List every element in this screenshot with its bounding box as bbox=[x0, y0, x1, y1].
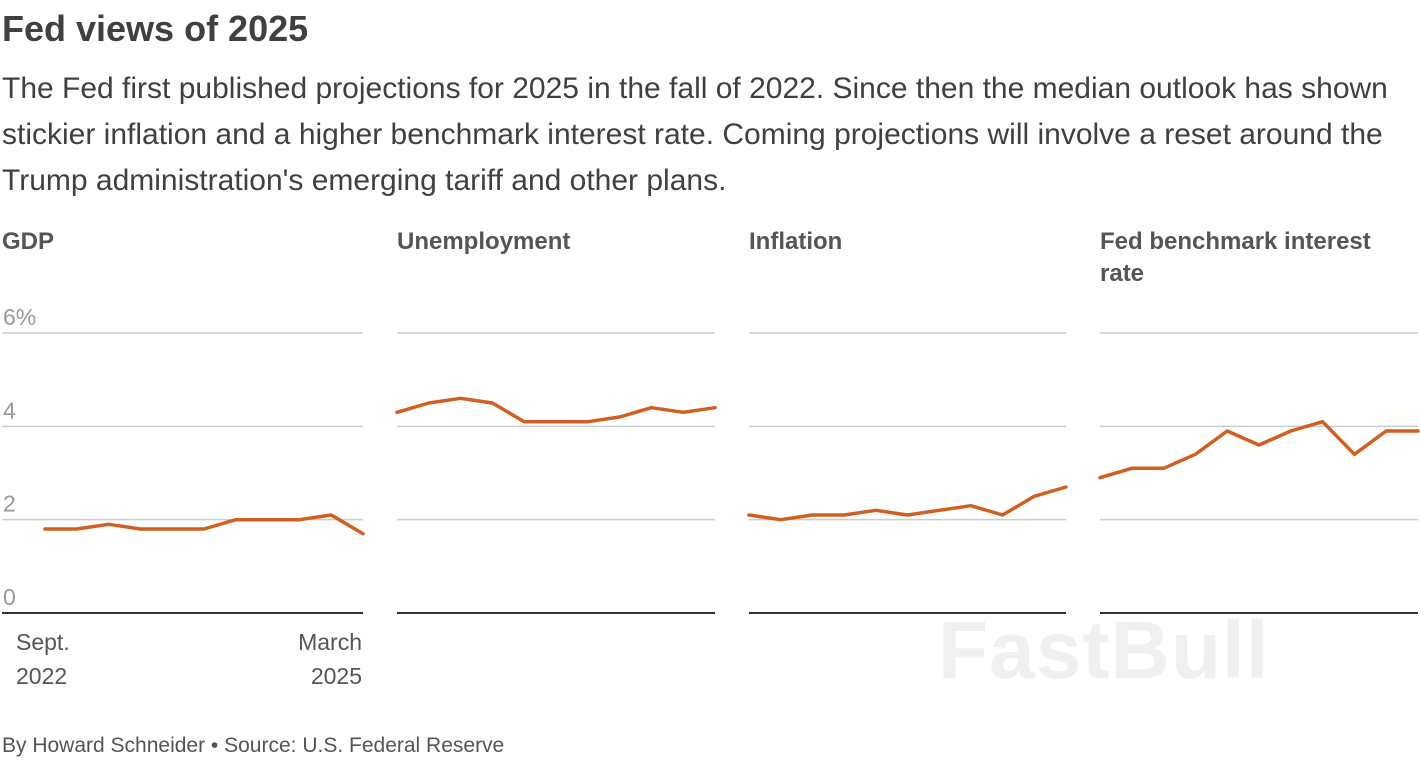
y-tick-label: 4 bbox=[3, 397, 16, 423]
chart-subtitle: The Fed first published projections for … bbox=[2, 72, 1388, 197]
y-tick-label: 2 bbox=[3, 491, 16, 517]
series-line-3 bbox=[747, 485, 1068, 522]
y-tick-label: 0 bbox=[3, 584, 16, 610]
y-tick-label: 6% bbox=[3, 304, 36, 330]
chart-footer-source: By Howard Schneider • Source: U.S. Feder… bbox=[2, 734, 505, 757]
chart-title: Fed views of 2025 bbox=[2, 8, 309, 49]
series-line-2 bbox=[395, 396, 717, 424]
watermark-logo: FastBull bbox=[938, 605, 1270, 696]
series-line-1 bbox=[43, 513, 365, 536]
panel-title-fed-rate: Fed benchmark interest rate bbox=[1100, 228, 1371, 287]
x-tick-label-start: 2022 bbox=[16, 663, 67, 689]
x-tick-label-end: March bbox=[298, 629, 362, 655]
panel-title-gdp: GDP bbox=[2, 228, 55, 255]
panel-title-inflation: Inflation bbox=[749, 228, 843, 255]
panel-title-unemployment: Unemployment bbox=[397, 228, 571, 255]
x-tick-label-end: 2025 bbox=[311, 663, 362, 689]
series-line-4 bbox=[1098, 419, 1420, 480]
x-tick-label-start: Sept. bbox=[16, 629, 70, 655]
